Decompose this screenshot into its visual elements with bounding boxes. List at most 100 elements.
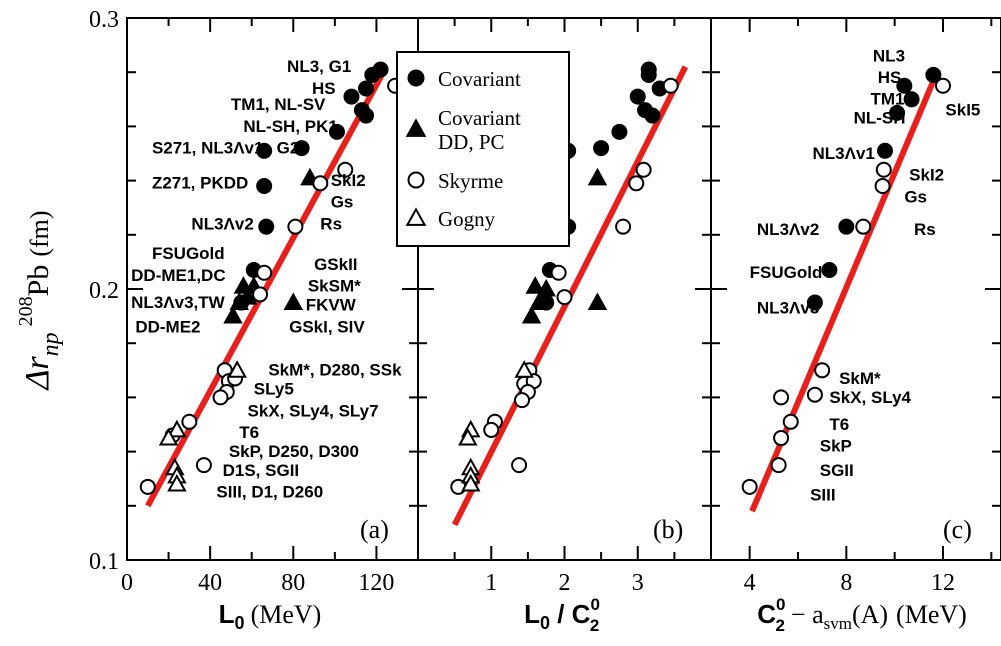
series-covariant — [233, 61, 389, 311]
data-point — [806, 294, 823, 311]
point-annotation: SkM* — [839, 369, 881, 388]
x-axis-label-b-den-sub: 2 — [590, 616, 599, 635]
legend-label: Covariant — [438, 67, 521, 91]
panel-label: (a) — [360, 515, 389, 544]
x-tick-label: 12 — [931, 570, 955, 596]
x-tick-label: 8 — [840, 570, 852, 596]
series-gogny — [158, 360, 247, 492]
point-annotation: D1S, SGII — [223, 461, 300, 480]
point-annotation: GSkI, SIV — [289, 317, 365, 336]
data-point — [328, 123, 345, 140]
point-annotation: SkP — [820, 437, 852, 456]
point-annotation: SkX, SLy4, SLy7 — [248, 401, 379, 420]
data-point — [167, 474, 187, 492]
legend-marker — [405, 118, 427, 137]
data-point — [337, 161, 354, 178]
legend-label: Gogny — [438, 207, 496, 231]
data-point — [587, 292, 608, 310]
data-point — [773, 389, 790, 406]
y-axis-label-sup: 208 — [15, 296, 37, 326]
data-point — [629, 88, 646, 105]
legend-marker — [407, 69, 425, 87]
point-annotation: NL-SH, PK1 — [243, 117, 337, 136]
data-point — [195, 457, 212, 474]
data-point — [611, 123, 628, 140]
data-point — [525, 276, 545, 294]
y-axis-label: Δrnp208Pb (fm) — [15, 210, 64, 391]
point-annotation: HS — [312, 79, 336, 98]
data-point — [287, 218, 304, 235]
x-tick-label: 3 — [632, 570, 644, 596]
data-point — [458, 427, 478, 446]
data-point — [855, 218, 872, 235]
legend-box — [396, 51, 570, 247]
x-axis-label-c: C0 2 − asvm(A) (MeV) — [757, 595, 967, 635]
legend-label: DD, PC — [438, 130, 505, 154]
point-annotation: T6 — [829, 415, 849, 434]
data-point — [550, 264, 567, 281]
x-tick-label: 2 — [559, 570, 571, 596]
data-point — [358, 80, 375, 97]
y-axis-label-iso: Pb — [22, 265, 55, 297]
point-annotation: GSkII — [314, 255, 357, 274]
data-point — [889, 104, 906, 121]
data-point — [662, 77, 679, 94]
data-point — [358, 107, 375, 124]
x-axis-label-a-main: L — [219, 599, 235, 629]
y-axis-label-main: Δr — [19, 356, 56, 392]
x-axis-label-c-rest-sub: svm — [824, 614, 852, 633]
point-annotation: SGII — [820, 461, 854, 480]
point-annotation: SLy5 — [254, 380, 294, 399]
data-point — [229, 292, 249, 310]
data-point — [139, 478, 156, 495]
legend-label: Skyrme — [438, 169, 503, 193]
data-point — [874, 178, 891, 195]
x-tick-label: 4 — [744, 570, 756, 596]
point-annotation: S271, NL3Λv1 — [152, 139, 264, 158]
data-point — [556, 289, 573, 306]
point-annotation: NL3Λv3 — [757, 298, 819, 317]
x-axis-label-b-sub: 0 — [540, 613, 550, 633]
x-axis-label-b-den: C — [572, 599, 591, 629]
x-axis-label-c-main: C — [757, 599, 776, 629]
y-axis-label-unit: (fm) — [25, 210, 54, 256]
point-annotation: FSUGold — [152, 244, 225, 263]
data-point — [640, 66, 657, 83]
panel-label: (b) — [653, 515, 683, 544]
point-annotation: SIII — [810, 485, 836, 504]
data-point — [741, 478, 758, 495]
data-point — [903, 91, 920, 108]
data-point — [256, 178, 273, 195]
x-axis-label-c-tail: (A) — [852, 600, 888, 629]
data-point — [256, 264, 273, 281]
x-tick-label: 1 — [485, 570, 497, 596]
data-point — [925, 66, 942, 83]
y-tick-label: 0.3 — [89, 7, 119, 33]
point-annotation: SkM*, D280, SSk — [268, 361, 402, 380]
point-annotation: Gs — [331, 193, 354, 212]
legend-item: Gogny — [405, 207, 496, 231]
data-point — [181, 413, 198, 430]
data-point — [460, 474, 481, 492]
data-point — [312, 175, 329, 192]
data-point — [521, 305, 542, 324]
data-point — [514, 392, 531, 409]
series-gogny — [458, 360, 534, 492]
data-point — [644, 107, 661, 124]
data-point — [593, 140, 610, 157]
legend-label: Covariant — [438, 106, 521, 130]
data-point — [293, 140, 310, 157]
point-annotation: DD-ME1,DC — [131, 266, 225, 285]
point-annotation: NL3, G1 — [287, 57, 351, 76]
x-tick-label: 80 — [281, 570, 305, 596]
data-point — [252, 286, 269, 303]
x-axis-label-b-slash: / — [550, 599, 572, 629]
y-tick-label: 0.2 — [89, 278, 119, 304]
data-point — [814, 362, 831, 379]
series-covariant-dd-pc — [521, 167, 608, 324]
panel-frame — [710, 17, 1001, 561]
